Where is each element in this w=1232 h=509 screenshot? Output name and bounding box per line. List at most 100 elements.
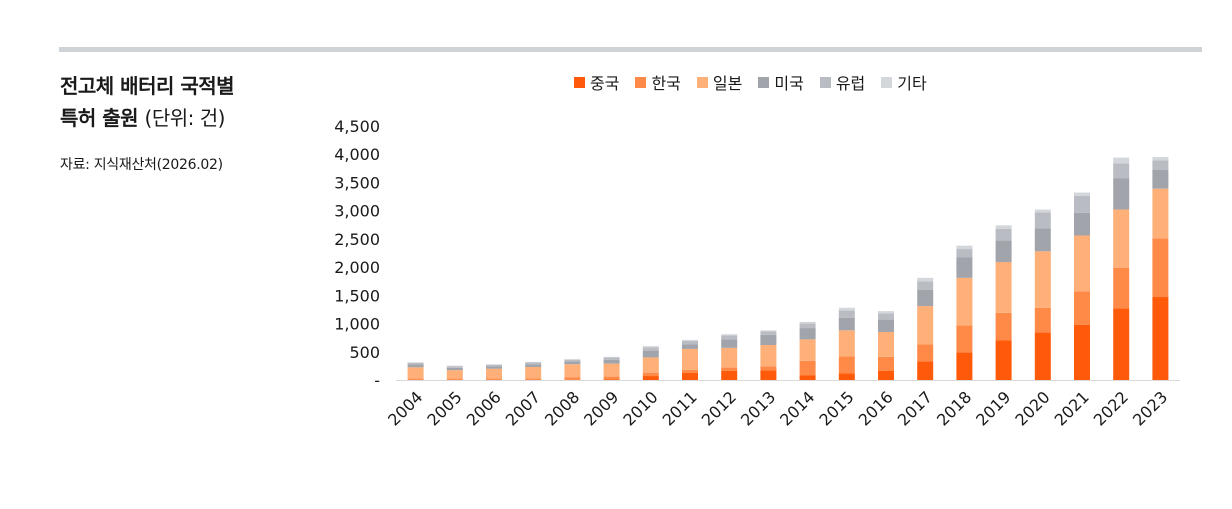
bar-segment: [642, 346, 659, 348]
bar-segment: [486, 364, 502, 365]
legend-label: 한국: [651, 74, 681, 93]
top-divider: [59, 47, 1202, 52]
bar-segment: [1113, 157, 1130, 164]
bar-segment: [1113, 209, 1130, 268]
bar-segment: [838, 373, 855, 380]
x-tick-label: 2014: [776, 387, 818, 429]
bar-segment: [603, 379, 620, 380]
y-tick-label: 2,000: [334, 258, 380, 277]
bar-segment: [760, 330, 777, 332]
bar-segment: [760, 334, 777, 346]
y-tick-label: 2,500: [334, 230, 380, 249]
bar-segment: [878, 313, 894, 320]
bar-segment: [1034, 332, 1051, 380]
bar-segment: [1113, 267, 1130, 309]
x-tick-label: 2005: [423, 387, 465, 429]
bar-segment: [995, 340, 1012, 380]
x-tick-label: 2022: [1090, 387, 1132, 429]
bar-segment: [1034, 251, 1051, 308]
x-tick-label: 2023: [1129, 387, 1171, 429]
bar-segment: [1113, 163, 1130, 179]
bar-segment: [995, 312, 1012, 341]
bar-segment: [721, 334, 738, 336]
y-tick-label: -: [374, 371, 380, 390]
bar-segment: [682, 339, 698, 342]
bar-segment: [603, 376, 620, 380]
legend-label: 유럽: [835, 74, 866, 93]
bar-segment: [1152, 160, 1169, 171]
bar-segment: [642, 372, 659, 377]
legend-swatch: [758, 76, 770, 88]
bar-segment: [995, 228, 1012, 241]
bar-segment: [721, 335, 738, 340]
bar-segment: [760, 345, 777, 367]
legend-swatch: [881, 76, 893, 88]
bar-segment: [1113, 178, 1130, 210]
bar-segment: [642, 357, 659, 373]
bar-segment: [956, 277, 973, 326]
x-tick-label: 2010: [619, 387, 661, 429]
bar-segment: [525, 367, 542, 379]
bar-segment: [760, 331, 777, 335]
y-tick-label: 1,500: [334, 286, 380, 305]
bar-segment: [486, 364, 502, 367]
bar-segment: [956, 249, 973, 258]
bar-segment: [1034, 228, 1051, 252]
bar-segment: [1074, 192, 1090, 196]
bar-segment: [525, 362, 542, 365]
bar-segment: [878, 311, 894, 314]
x-tick-label: 2006: [463, 387, 505, 429]
legend-item: 기타: [881, 70, 927, 94]
bar-segment: [603, 356, 620, 358]
bar-segment: [838, 310, 855, 318]
x-tick-label: 2019: [972, 387, 1014, 429]
bar-segment: [799, 323, 816, 329]
bar-segment: [1152, 157, 1169, 161]
bar-segment: [1152, 238, 1169, 298]
bar-segment: [1034, 209, 1051, 213]
bar-segment: [878, 332, 894, 357]
bar-segment: [721, 347, 738, 368]
legend-swatch: [819, 76, 831, 88]
bar-segment: [1152, 297, 1169, 380]
bar-segment: [956, 245, 973, 250]
legend-label: 기타: [897, 74, 927, 93]
x-tick-label: 2007: [502, 387, 544, 429]
bar-segment: [1152, 188, 1169, 239]
chart-title: 전고체 배터리 국적별 특허 출원 (단위: 건): [60, 70, 300, 134]
bar-segment: [603, 357, 620, 360]
x-tick-label: 2017: [894, 387, 936, 429]
bar-segment: [603, 359, 620, 364]
bar-segment: [446, 367, 463, 371]
bar-segment: [682, 369, 698, 373]
bar-segment: [486, 378, 502, 380]
bar-segment: [407, 378, 424, 380]
bar-segment: [564, 377, 581, 380]
bar-segment: [682, 348, 698, 370]
bar-segment: [917, 306, 934, 345]
bar-segment: [799, 360, 816, 376]
bar-segment: [878, 356, 894, 371]
bar-segment: [1074, 291, 1090, 325]
bar-segment: [564, 361, 581, 365]
x-tick-label: 2018: [933, 387, 975, 429]
bar-segment: [799, 375, 816, 380]
bar-segment: [486, 366, 502, 369]
bar-segment: [486, 368, 502, 379]
bar-segment: [760, 366, 777, 371]
chart-title-line2-text: 특허 출원: [60, 106, 139, 130]
bar-segment: [446, 370, 463, 379]
bar-segment: [446, 378, 463, 380]
bar-segment: [1113, 308, 1130, 380]
bar-segment: [1074, 195, 1090, 213]
x-tick-label: 2009: [580, 387, 622, 429]
x-tick-label: 2012: [698, 387, 740, 429]
bar-segment: [682, 341, 698, 345]
x-tick-label: 2016: [855, 387, 897, 429]
legend-item: 유럽: [819, 70, 866, 94]
bar-segment: [1074, 324, 1090, 380]
x-tick-label: 2013: [737, 387, 779, 429]
y-tick-label: 3,500: [334, 173, 380, 192]
bar-segment: [642, 347, 659, 351]
